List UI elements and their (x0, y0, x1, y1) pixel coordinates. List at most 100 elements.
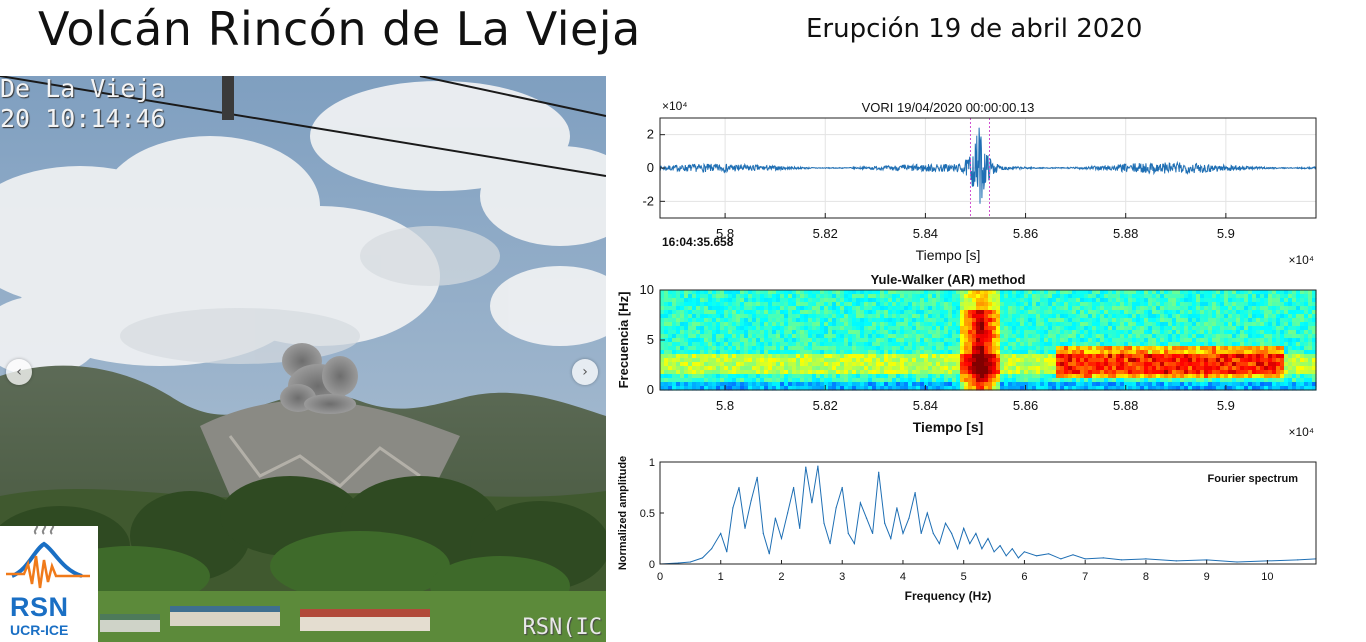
spectrogram-cell (752, 382, 757, 387)
spectrogram-cell (1160, 302, 1165, 307)
spectrogram-cell (1164, 302, 1169, 307)
spectrogram-cell (1128, 354, 1133, 359)
spectrogram-cell (1056, 326, 1061, 331)
spectrogram-cell (1012, 306, 1017, 311)
spectrogram-cell (864, 354, 869, 359)
spectrogram-cell (764, 326, 769, 331)
spectrogram-cell (1132, 298, 1137, 303)
spectrogram-cell (1120, 330, 1125, 335)
spectrogram-cell (1108, 358, 1113, 363)
spectrogram-cell (908, 326, 913, 331)
spectrogram-cell (952, 354, 957, 359)
spectrogram-cell (828, 302, 833, 307)
spectrogram-cell (1204, 354, 1209, 359)
spectrogram-cell (756, 362, 761, 367)
spectrogram-cell (948, 342, 953, 347)
spectrogram-cell (1164, 322, 1169, 327)
spectrogram-cell (860, 298, 865, 303)
fourier-spectrum-point (865, 517, 868, 519)
spectrogram-cell (668, 310, 673, 315)
spectrogram-cell (1092, 322, 1097, 327)
spectrogram-cell (792, 378, 797, 383)
spectrogram-cell (852, 350, 857, 355)
spectrogram-cell (1164, 358, 1169, 363)
spectrogram-cell (928, 318, 933, 323)
spectrogram-cell (780, 378, 785, 383)
spectrogram-cell (980, 342, 985, 347)
spectrogram-cell (1228, 302, 1233, 307)
spectrogram-cell (1032, 334, 1037, 339)
spectrogram-cell (1056, 318, 1061, 323)
spectrogram-cell (940, 338, 945, 343)
spectrogram-cell (1084, 302, 1089, 307)
spectrogram-cell (808, 346, 813, 351)
spectrogram-cell (996, 318, 1001, 323)
spectrogram-cell (1032, 374, 1037, 379)
spectrogram-cell (1264, 322, 1269, 327)
spectrogram-cell (1040, 314, 1045, 319)
spectrogram-title: Yule-Walker (AR) method (871, 272, 1026, 287)
spectrogram-cell (980, 338, 985, 343)
spectrogram-cell (864, 310, 869, 315)
spectrogram-cell (1276, 346, 1281, 351)
spectrogram-cell (1064, 326, 1069, 331)
spectrogram-cell (1084, 314, 1089, 319)
spectrogram-cell (1040, 378, 1045, 383)
spectrogram-cell (836, 290, 841, 295)
spectrogram-cell (828, 306, 833, 311)
spectrogram-cell (664, 314, 669, 319)
spectrogram-cell (856, 310, 861, 315)
spectrogram-cell (1076, 334, 1081, 339)
spectrogram-cell (728, 318, 733, 323)
spectrogram-cell (900, 326, 905, 331)
spectrogram-cell (1108, 294, 1113, 299)
spectrogram-cell (700, 306, 705, 311)
fourier-spectrum-point (829, 543, 831, 545)
carousel-prev-button[interactable]: ‹ (6, 359, 32, 385)
carousel-next-button[interactable]: › (572, 359, 598, 385)
spectrogram-cell (876, 378, 881, 383)
spectrogram-cell (720, 386, 725, 391)
spectrogram-cell (716, 310, 721, 315)
spectrogram-cell (888, 334, 893, 339)
spectrogram-cell (680, 322, 685, 327)
spectrogram-cell (1044, 382, 1049, 387)
spectrogram-cell (1300, 322, 1305, 327)
spectrogram-cell (968, 366, 973, 371)
spectrogram-cell (804, 290, 809, 295)
spectrogram-cell (736, 358, 741, 363)
spectrogram-cell (888, 358, 893, 363)
spectrogram-cell (1268, 306, 1273, 311)
spectrogram-cell (896, 354, 901, 359)
spectrogram-cell (992, 334, 997, 339)
spectrogram-cell (1268, 342, 1273, 347)
spectrogram-cell (712, 326, 717, 331)
spectrogram-cell (1056, 298, 1061, 303)
spectrogram-cell (1044, 350, 1049, 355)
spectrogram-cell (692, 322, 697, 327)
spectrogram-cell (1100, 342, 1105, 347)
spectrogram-cell (1084, 294, 1089, 299)
spectrogram-cell (784, 378, 789, 383)
spectrogram-cell (932, 306, 937, 311)
spectrogram-cell (1312, 350, 1317, 355)
spectrogram-cell (1224, 374, 1229, 379)
spectrogram-cell (816, 386, 821, 391)
spectrogram-cell (828, 322, 833, 327)
spectrogram-cell (732, 334, 737, 339)
spectrogram-cell (992, 346, 997, 351)
spectrogram-cell (1096, 374, 1101, 379)
spectrogram-cell (836, 370, 841, 375)
spectrogram-cell (864, 350, 869, 355)
spectrogram-cell (1252, 294, 1257, 299)
spectrogram-cell (876, 306, 881, 311)
spectrogram-cell (1260, 302, 1265, 307)
spectrogram-cell (936, 310, 941, 315)
fourier-spectrum-point (701, 557, 704, 559)
spectrogram-cell (1112, 362, 1117, 367)
spectrogram-cell (672, 290, 677, 295)
spectrogram-cell (1280, 354, 1285, 359)
spectrogram-cell (804, 362, 809, 367)
spectrogram-cell (1112, 330, 1117, 335)
spectrogram-cell (808, 350, 813, 355)
